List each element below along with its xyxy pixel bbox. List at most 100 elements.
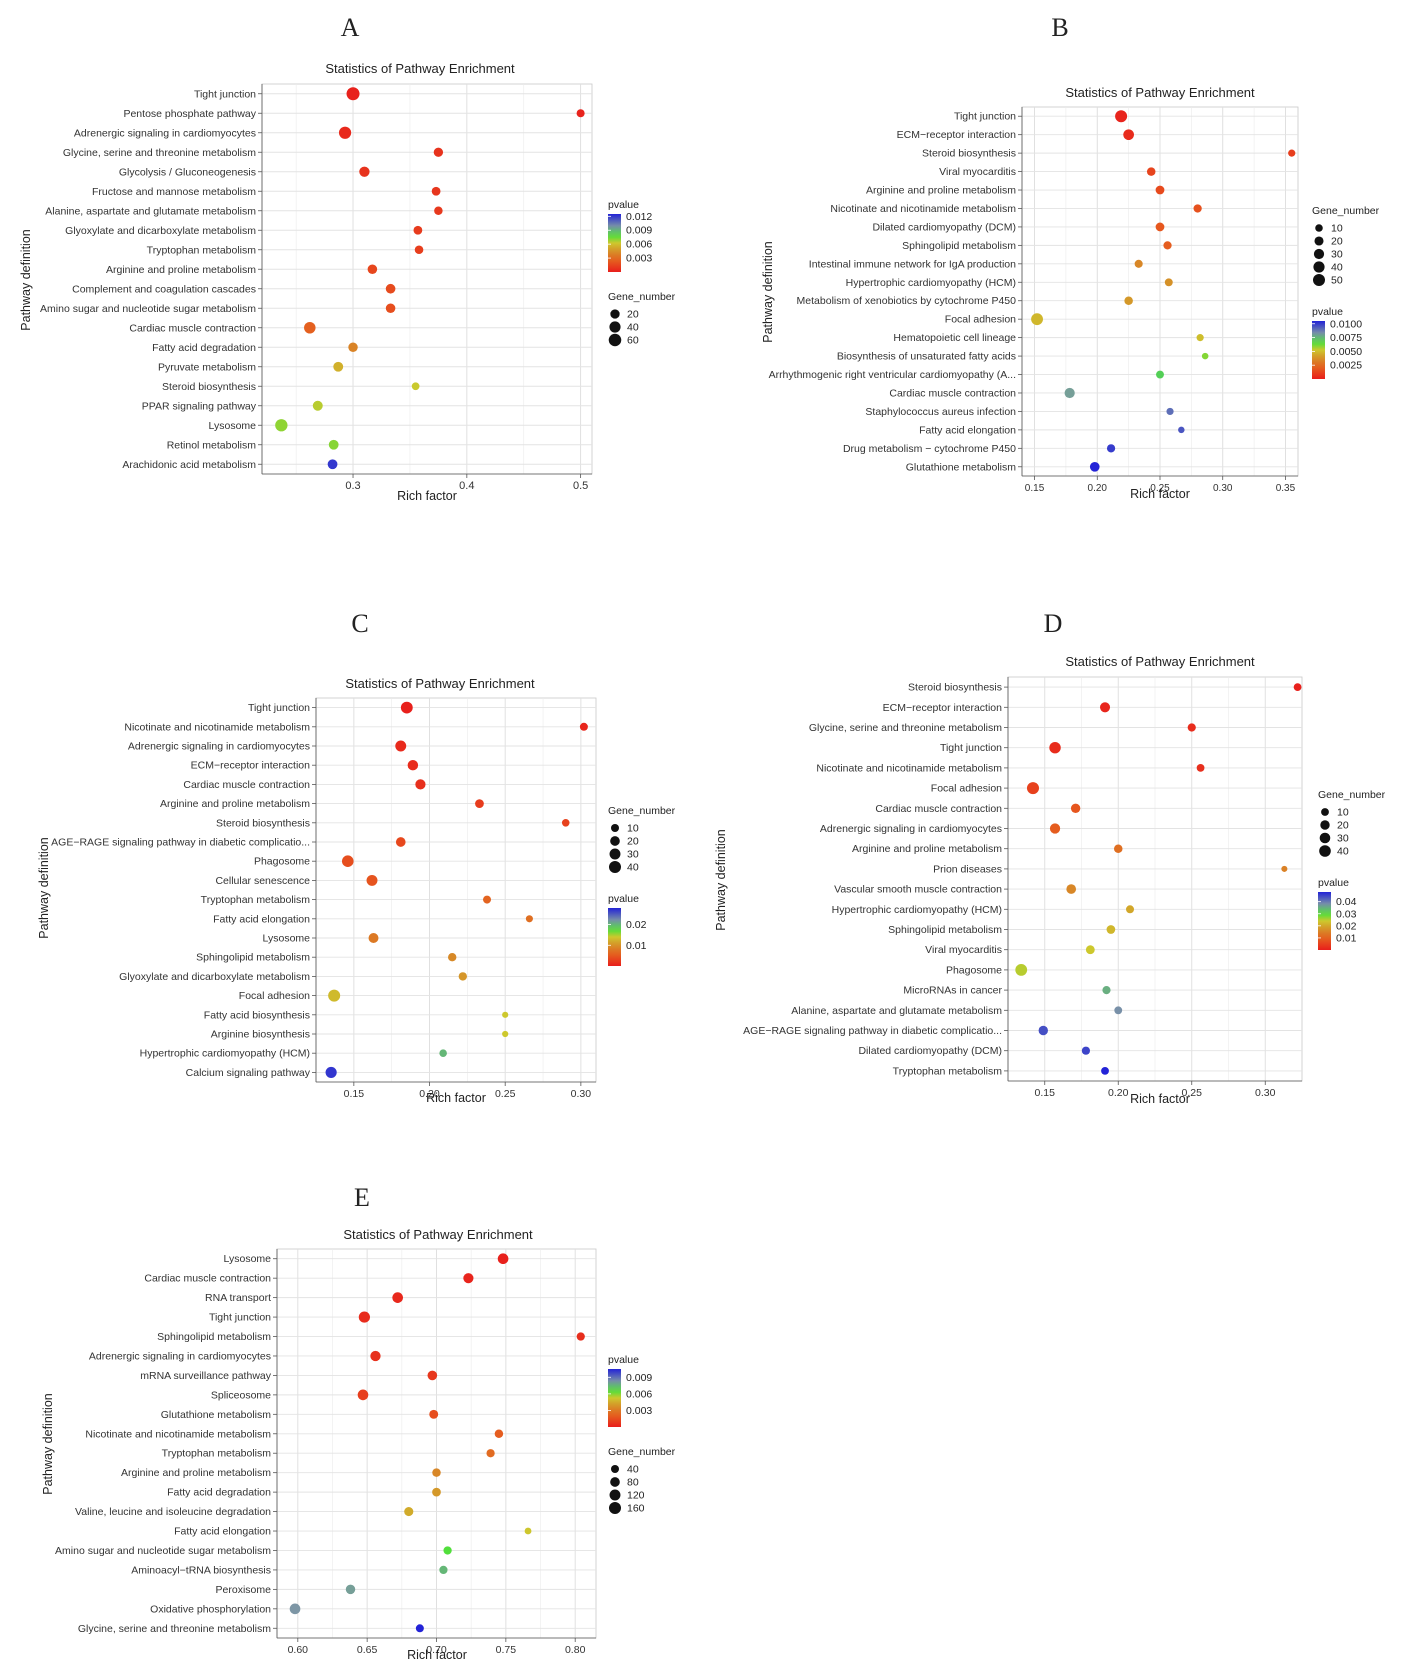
x-axis-label: Rich factor [1130,487,1190,501]
size-legend-dot [609,321,621,333]
y-tick-label: Tight junction [194,88,256,100]
gene-number-legend-title: Gene_number [608,805,676,817]
pvalue-legend-label: 0.009 [626,225,652,237]
data-point [1100,702,1111,713]
plot-area [261,83,593,475]
data-point [524,1527,532,1535]
y-tick-label: Lysosome [263,933,311,945]
data-point [1196,763,1205,772]
x-axis-label: Rich factor [407,1648,467,1662]
y-tick-label: Fatty acid degradation [152,342,256,354]
data-point [358,1311,370,1323]
y-tick-label: Tight junction [940,742,1002,754]
panel-letter: D [1044,609,1063,638]
x-tick-label: 0.30 [571,1088,592,1100]
data-point [1293,683,1302,692]
y-tick-label: Focal adhesion [239,990,310,1002]
data-point [413,225,423,235]
panel-letter: C [351,609,368,638]
y-tick-label: Amino sugar and nucleotide sugar metabol… [55,1545,271,1557]
y-tick-label: ECM−receptor interaction [191,760,311,772]
size-legend-dot [610,836,620,846]
pvalue-colorbar [1318,892,1331,950]
size-legend-dot [1319,832,1331,844]
y-tick-label: Valine, leucine and isoleucine degradati… [75,1506,271,1518]
x-axis-label: Rich factor [397,489,457,503]
data-point [415,779,426,790]
y-tick-label: Steroid biosynthesis [908,682,1002,694]
size-legend-label: 10 [1331,223,1343,235]
pvalue-legend-label: 0.04 [1336,896,1357,908]
size-legend-label: 30 [1337,833,1349,845]
size-legend-label: 40 [1337,846,1349,858]
pvalue-legend-title: pvalue [1312,306,1343,318]
panel-c: C Statistics of Pathway Enrichment 0.15 0.2… [37,609,676,1105]
data-point [345,1584,356,1595]
panel-letter: E [354,1183,370,1212]
y-tick-label: Adrenergic signaling in cardiomyocytes [128,741,310,753]
size-legend-label: 40 [627,322,639,334]
y-tick-label: Cellular senescence [215,875,310,887]
data-point [1124,296,1133,305]
data-point [325,1066,337,1078]
x-tick-label: 0.15 [344,1088,365,1100]
y-tick-label: ECM−receptor interaction [897,129,1017,141]
data-point [1038,1025,1048,1036]
data-point [1015,963,1028,976]
data-point [497,1253,509,1265]
y-tick-label: Glycolysis / Gluconeogenesis [119,166,256,178]
data-point [1126,905,1135,914]
x-tick-label: 0.25 [1150,483,1170,494]
data-point [395,837,406,847]
data-point [1064,387,1075,399]
data-point [275,419,288,432]
y-axis-label: Pathway definition [41,1393,55,1495]
y-tick-label: Cardiac muscle contraction [889,387,1016,399]
pvalue-legend-label: 0.0075 [1330,332,1362,344]
y-tick-label: Adrenergic signaling in cardiomyocytes [74,127,256,139]
data-point [1102,986,1111,995]
size-legend-label: 30 [627,849,639,861]
y-tick-label: Prion diseases [933,863,1002,875]
size-legend-label: 40 [627,862,639,874]
y-tick-label: Alanine, aspartate and glutamate metabol… [791,1005,1002,1017]
y-tick-label: Glyoxylate and dicarboxylate metabolism [65,225,256,237]
y-tick-label: Focal adhesion [945,314,1016,326]
chart-title: Statistics of Pathway Enrichment [1065,85,1255,100]
data-point [576,109,585,118]
size-legend-label: 10 [1337,807,1349,819]
chart-title: Statistics of Pathway Enrichment [325,61,515,76]
data-point [439,1565,448,1575]
y-tick-label: Spliceosome [211,1389,271,1401]
data-point [407,759,419,771]
data-point [433,147,444,157]
y-tick-label: Fatty acid biosynthesis [204,1009,310,1021]
data-point [1085,945,1095,955]
gene-number-legend-title: Gene_number [608,291,676,303]
pvalue-legend-label: 0.01 [626,940,647,952]
size-legend-label: 20 [1331,236,1343,248]
size-legend-label: 40 [1331,262,1343,274]
data-point [1066,884,1077,894]
data-point [1113,844,1123,853]
data-point [415,1624,424,1633]
panel-b: B Statistics of Pathway Enrichment 0.15 0.2… [761,13,1380,501]
y-axis-label: Pathway definition [19,229,33,331]
y-tick-label: Hypertrophic cardiomyopathy (HCM) [140,1048,310,1060]
size-legend-label: 20 [627,836,639,848]
data-point [289,1603,301,1615]
pvalue-legend-label: 0.006 [626,239,652,251]
y-tick-label: Lysosome [224,1253,272,1265]
y-tick-label: Tryptophan metabolism [162,1448,272,1460]
y-tick-label: Glycine, serine and threonine metabolism [63,147,256,159]
x-axis-label: Rich factor [426,1091,486,1105]
y-tick-label: Sphingolipid metabolism [902,240,1016,252]
y-tick-label: MicroRNAs in cancer [903,985,1002,997]
x-tick-label: 0.75 [496,1644,517,1656]
y-tick-label: Steroid biosynthesis [922,148,1016,160]
pvalue-legend-label: 0.012 [626,211,652,223]
data-point [463,1273,474,1284]
data-point [328,989,341,1002]
data-point [400,701,413,714]
